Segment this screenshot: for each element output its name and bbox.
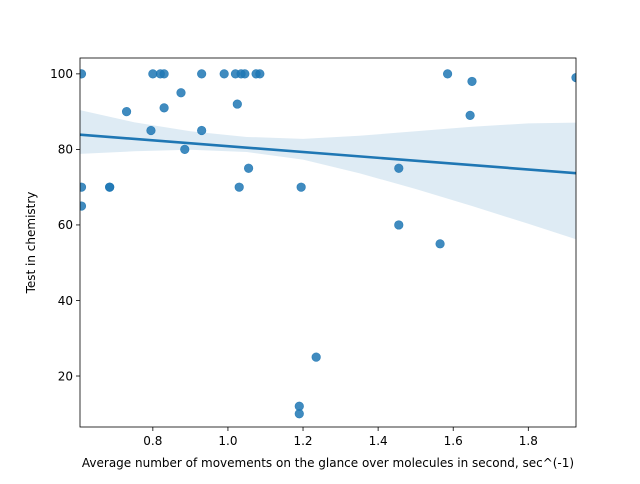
data-point xyxy=(80,69,87,79)
data-point xyxy=(197,125,207,136)
confidence-band xyxy=(80,110,576,240)
data-point xyxy=(571,73,576,83)
data-point xyxy=(394,163,404,173)
y-tick-label: 60 xyxy=(58,218,73,232)
x-tick-label: 1.0 xyxy=(218,434,237,448)
data-point xyxy=(435,239,445,249)
data-point xyxy=(243,163,254,173)
data-point xyxy=(80,201,87,211)
data-point xyxy=(176,88,186,98)
data-point xyxy=(80,182,87,192)
data-point xyxy=(180,144,190,154)
data-point xyxy=(255,69,265,79)
data-point xyxy=(159,69,169,79)
x-tick-label: 1.6 xyxy=(444,434,463,448)
data-point xyxy=(442,69,453,79)
data-point xyxy=(465,110,475,121)
data-point xyxy=(394,220,404,230)
x-tick-label: 1.2 xyxy=(293,434,312,448)
regression-line xyxy=(80,133,576,175)
axis-ticks: 0.8 1.0 1.2 1.4 1.6 1.8 20 40 60 80 100 xyxy=(50,67,538,448)
data-point xyxy=(311,352,321,362)
data-point xyxy=(105,182,115,192)
data-point xyxy=(467,76,477,87)
data-point xyxy=(296,182,306,192)
data-point xyxy=(234,182,244,192)
y-axis-label: Test in chemistry xyxy=(24,192,38,295)
axes-frame xyxy=(79,57,577,428)
y-tick-label: 40 xyxy=(58,294,73,308)
x-tick-label: 0.8 xyxy=(143,434,162,448)
data-point xyxy=(159,103,169,113)
data-point xyxy=(219,69,229,79)
data-point xyxy=(197,69,207,79)
data-point xyxy=(146,125,156,136)
x-axis-label: Average number of movements on the glanc… xyxy=(82,456,574,470)
plot-area xyxy=(80,69,576,419)
data-point xyxy=(240,69,250,79)
y-tick-label: 80 xyxy=(58,143,73,157)
x-tick-label: 1.4 xyxy=(369,434,388,448)
y-tick-label: 100 xyxy=(50,67,73,81)
data-point xyxy=(294,409,304,419)
data-point xyxy=(121,107,132,117)
x-tick-label: 1.8 xyxy=(519,434,538,448)
y-tick-label: 20 xyxy=(58,369,73,383)
data-point xyxy=(232,99,242,109)
